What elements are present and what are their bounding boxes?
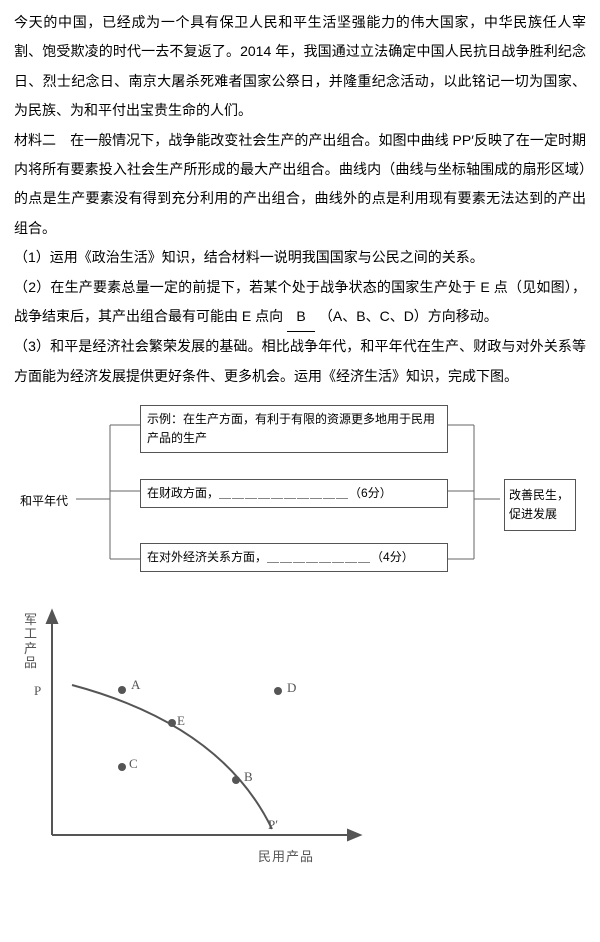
flow-right-line2: 促进发展: [509, 507, 557, 521]
material-two-paragraph: 材料二 在一般情况下，战争能改变社会生产的产出组合。如图中曲线 PP′反映了在一…: [14, 126, 586, 244]
flow-box-finance: 在财政方面，＿＿＿＿＿＿＿＿＿＿（6分）: [140, 479, 448, 508]
point-c-label: C: [129, 750, 138, 777]
p-end-label: P′: [268, 811, 278, 838]
question-3: （3）和平是经济社会繁荣发展的基础。相比战争年代，和平年代在生产、财政与对外关系…: [14, 332, 586, 391]
flowchart: 和平年代 示例：在生产方面，有利于有限的资源更多地用于民用产品的生产 在财政方面…: [20, 399, 580, 599]
flow-box-foreign-score: （4分）: [371, 550, 414, 564]
pp-curve-svg: [22, 605, 382, 865]
point-e-label: E: [177, 707, 185, 734]
x-axis-label: 民用产品: [258, 843, 314, 870]
point-d-label: D: [287, 674, 296, 701]
flow-right-line1: 改善民生，: [509, 488, 569, 502]
flow-right-label: 改善民生， 促进发展: [504, 479, 576, 531]
question-2: （2）在生产要素总量一定的前提下，若某个处于战争状态的国家生产处于 E 点（见如…: [14, 273, 586, 333]
pp-curve-graph: 军工产品 P A D E C B P′ 民用产品: [22, 605, 382, 865]
y-axis-label: 军工产品: [24, 613, 42, 670]
flow-box-finance-blank: ＿＿＿＿＿＿＿＿＿＿: [219, 486, 349, 500]
material-one-paragraph: 今天的中国，已经成为一个具有保卫人民和平生活坚强能力的伟大国家，中华民族任人宰割…: [14, 8, 586, 126]
flow-left-label: 和平年代: [20, 489, 68, 514]
flow-box-foreign-blank: ＿＿＿＿＿＿＿＿: [267, 550, 371, 564]
flow-box-finance-score: （6分）: [349, 486, 392, 500]
flow-box-production: 示例：在生产方面，有利于有限的资源更多地用于民用产品的生产: [140, 405, 448, 453]
point-b-label: B: [244, 763, 253, 790]
question-1: （1）运用《政治生活》知识，结合材料一说明我国国家与公民之间的关系。: [14, 243, 586, 272]
p-start-label: P: [34, 677, 41, 704]
question-2-suffix: （A、B、C、D）方向移动。: [315, 308, 498, 324]
flow-box-foreign-prefix: 在对外经济关系方面，: [147, 550, 267, 564]
flow-box-finance-prefix: 在财政方面，: [147, 486, 219, 500]
question-2-blank: B: [287, 302, 315, 332]
point-a-label: A: [131, 671, 140, 698]
flow-box-foreign: 在对外经济关系方面，＿＿＿＿＿＿＿＿（4分）: [140, 543, 448, 572]
